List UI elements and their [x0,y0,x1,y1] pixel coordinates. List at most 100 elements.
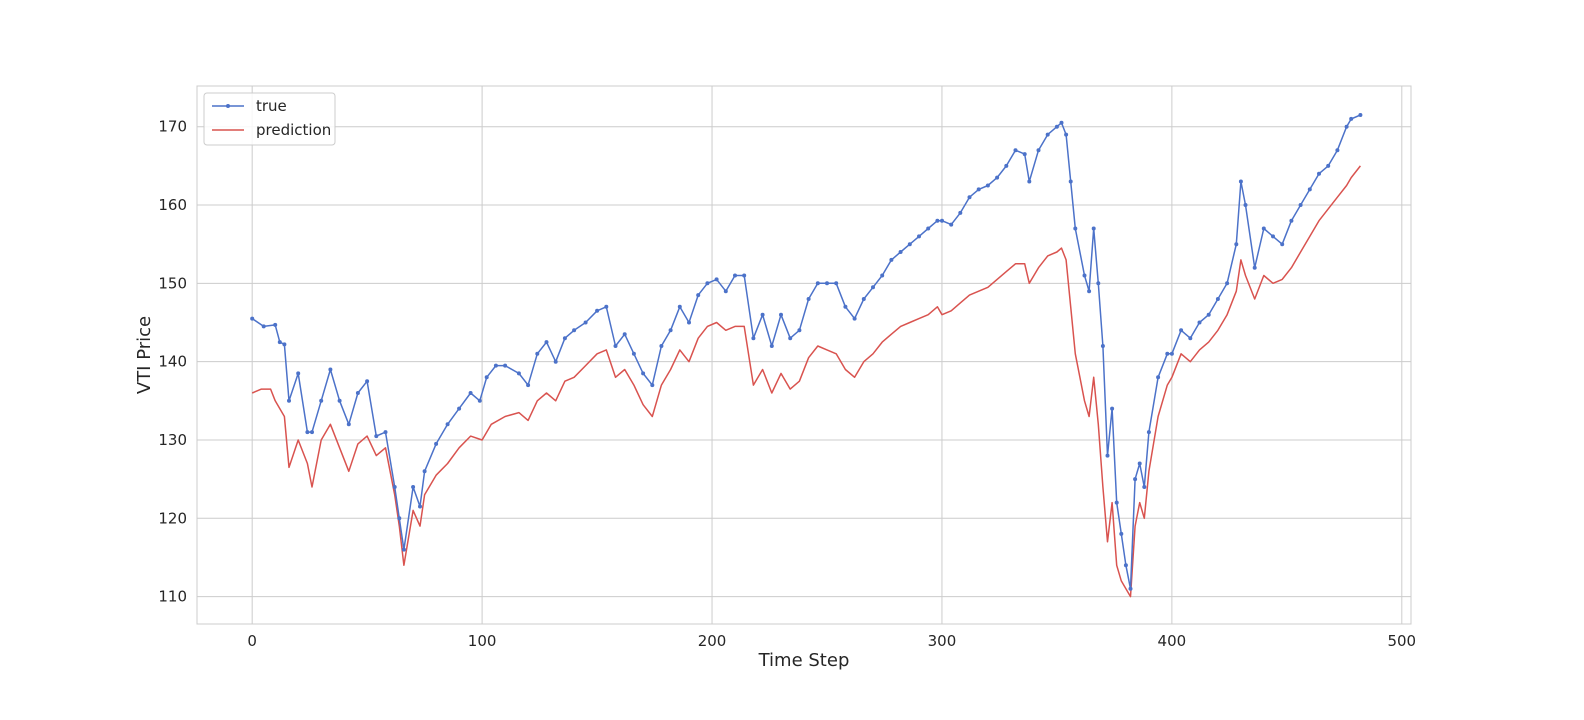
data-point-true [613,344,618,348]
data-point-true [1133,477,1138,482]
data-point-true [468,391,473,395]
x-tick-label: 400 [1158,632,1187,650]
data-point-true [631,351,636,356]
legend-label-prediction: prediction [256,121,331,139]
y-tick-label: 140 [158,353,187,371]
data-point-true [705,281,710,286]
data-point-true [1243,203,1248,207]
data-point-true [677,304,682,309]
data-point-true [544,340,549,345]
data-point-true [1022,152,1027,157]
data-point-true [723,289,728,294]
y-tick-label: 150 [158,274,187,292]
x-tick-label: 500 [1387,632,1416,650]
data-point-true [296,371,301,376]
data-point-true [583,320,588,325]
data-point-true [1165,351,1170,356]
data-point-true [1215,297,1220,301]
data-point-true [1197,320,1202,325]
data-point-true [834,281,839,286]
data-point-true [650,383,655,388]
data-point-true [277,340,282,345]
data-point-true [696,293,701,298]
data-point-true [668,328,673,333]
data-point-true [940,218,944,223]
plot-frame [196,85,1412,625]
data-point-true [434,441,439,446]
data-point-true [401,547,406,552]
data-point-true [319,398,324,403]
data-point-true [1119,531,1124,536]
data-point-true [477,398,482,403]
data-point-true [261,324,266,329]
data-point-true [493,363,498,368]
data-point-true [861,297,866,301]
data-point-true [1064,132,1069,137]
y-tick-label: 160 [158,196,187,214]
data-point-true [1326,163,1331,168]
data-point-true [553,359,558,364]
data-point-true [1169,351,1174,356]
x-tick-label: 0 [247,632,257,650]
data-point-true [1238,179,1243,184]
data-point-true [392,485,397,489]
data-point-true [457,406,462,411]
data-point-true [1073,226,1078,231]
y-tick-label: 110 [158,588,187,606]
data-point-true [1344,124,1349,129]
grid-lines [197,86,1411,624]
data-point-true [815,281,820,286]
data-point-true [526,383,531,388]
data-point-true [1068,179,1073,184]
data-point-true [1004,163,1009,168]
y-tick-label: 130 [158,431,187,449]
data-point-true [305,430,310,435]
data-point-true [562,336,567,341]
data-point-true [985,183,990,188]
data-point-true [852,316,857,321]
data-point-true [659,344,664,348]
data-point-true [374,434,379,439]
data-point-true [411,485,416,489]
data-point-true [926,226,931,231]
data-point-true [880,273,885,278]
data-point-true [843,304,848,309]
data-point-true [1137,461,1142,466]
data-point-true [1045,132,1050,137]
data-point-true [287,398,291,403]
data-point-true [995,175,1000,180]
data-point-true [1054,124,1059,129]
data-point-true [310,430,314,435]
data-point-true [889,257,894,262]
legend-marker-true [226,104,230,108]
data-point-true [397,516,402,521]
data-point-true [871,285,875,290]
data-point-true [1128,586,1133,591]
data-point-true [641,371,646,376]
x-tick-label: 100 [468,632,497,650]
data-point-true [355,391,360,395]
data-point-true [1307,187,1312,192]
data-point-true [825,281,829,286]
data-point-true [595,308,600,313]
data-point-true [1036,148,1041,153]
data-point-true [1142,485,1147,489]
data-point-true [714,277,719,282]
y-tick-label: 120 [158,509,187,527]
y-axis-label: VTI Price [134,316,155,394]
data-point-true [572,328,577,333]
legend-label-true: true [256,97,287,115]
data-point-true [1271,234,1275,239]
data-point-true [935,218,940,223]
data-point-true [1188,336,1193,341]
data-point-true [1027,179,1032,184]
data-point-true [687,320,691,325]
data-point-true [1059,120,1064,125]
data-point-true [1123,563,1128,568]
x-tick-label: 200 [698,632,727,650]
data-point-true [806,297,811,301]
data-point-true [958,210,963,215]
data-point-true [769,344,774,348]
data-point-true [1225,281,1230,286]
data-point-true [917,234,921,239]
